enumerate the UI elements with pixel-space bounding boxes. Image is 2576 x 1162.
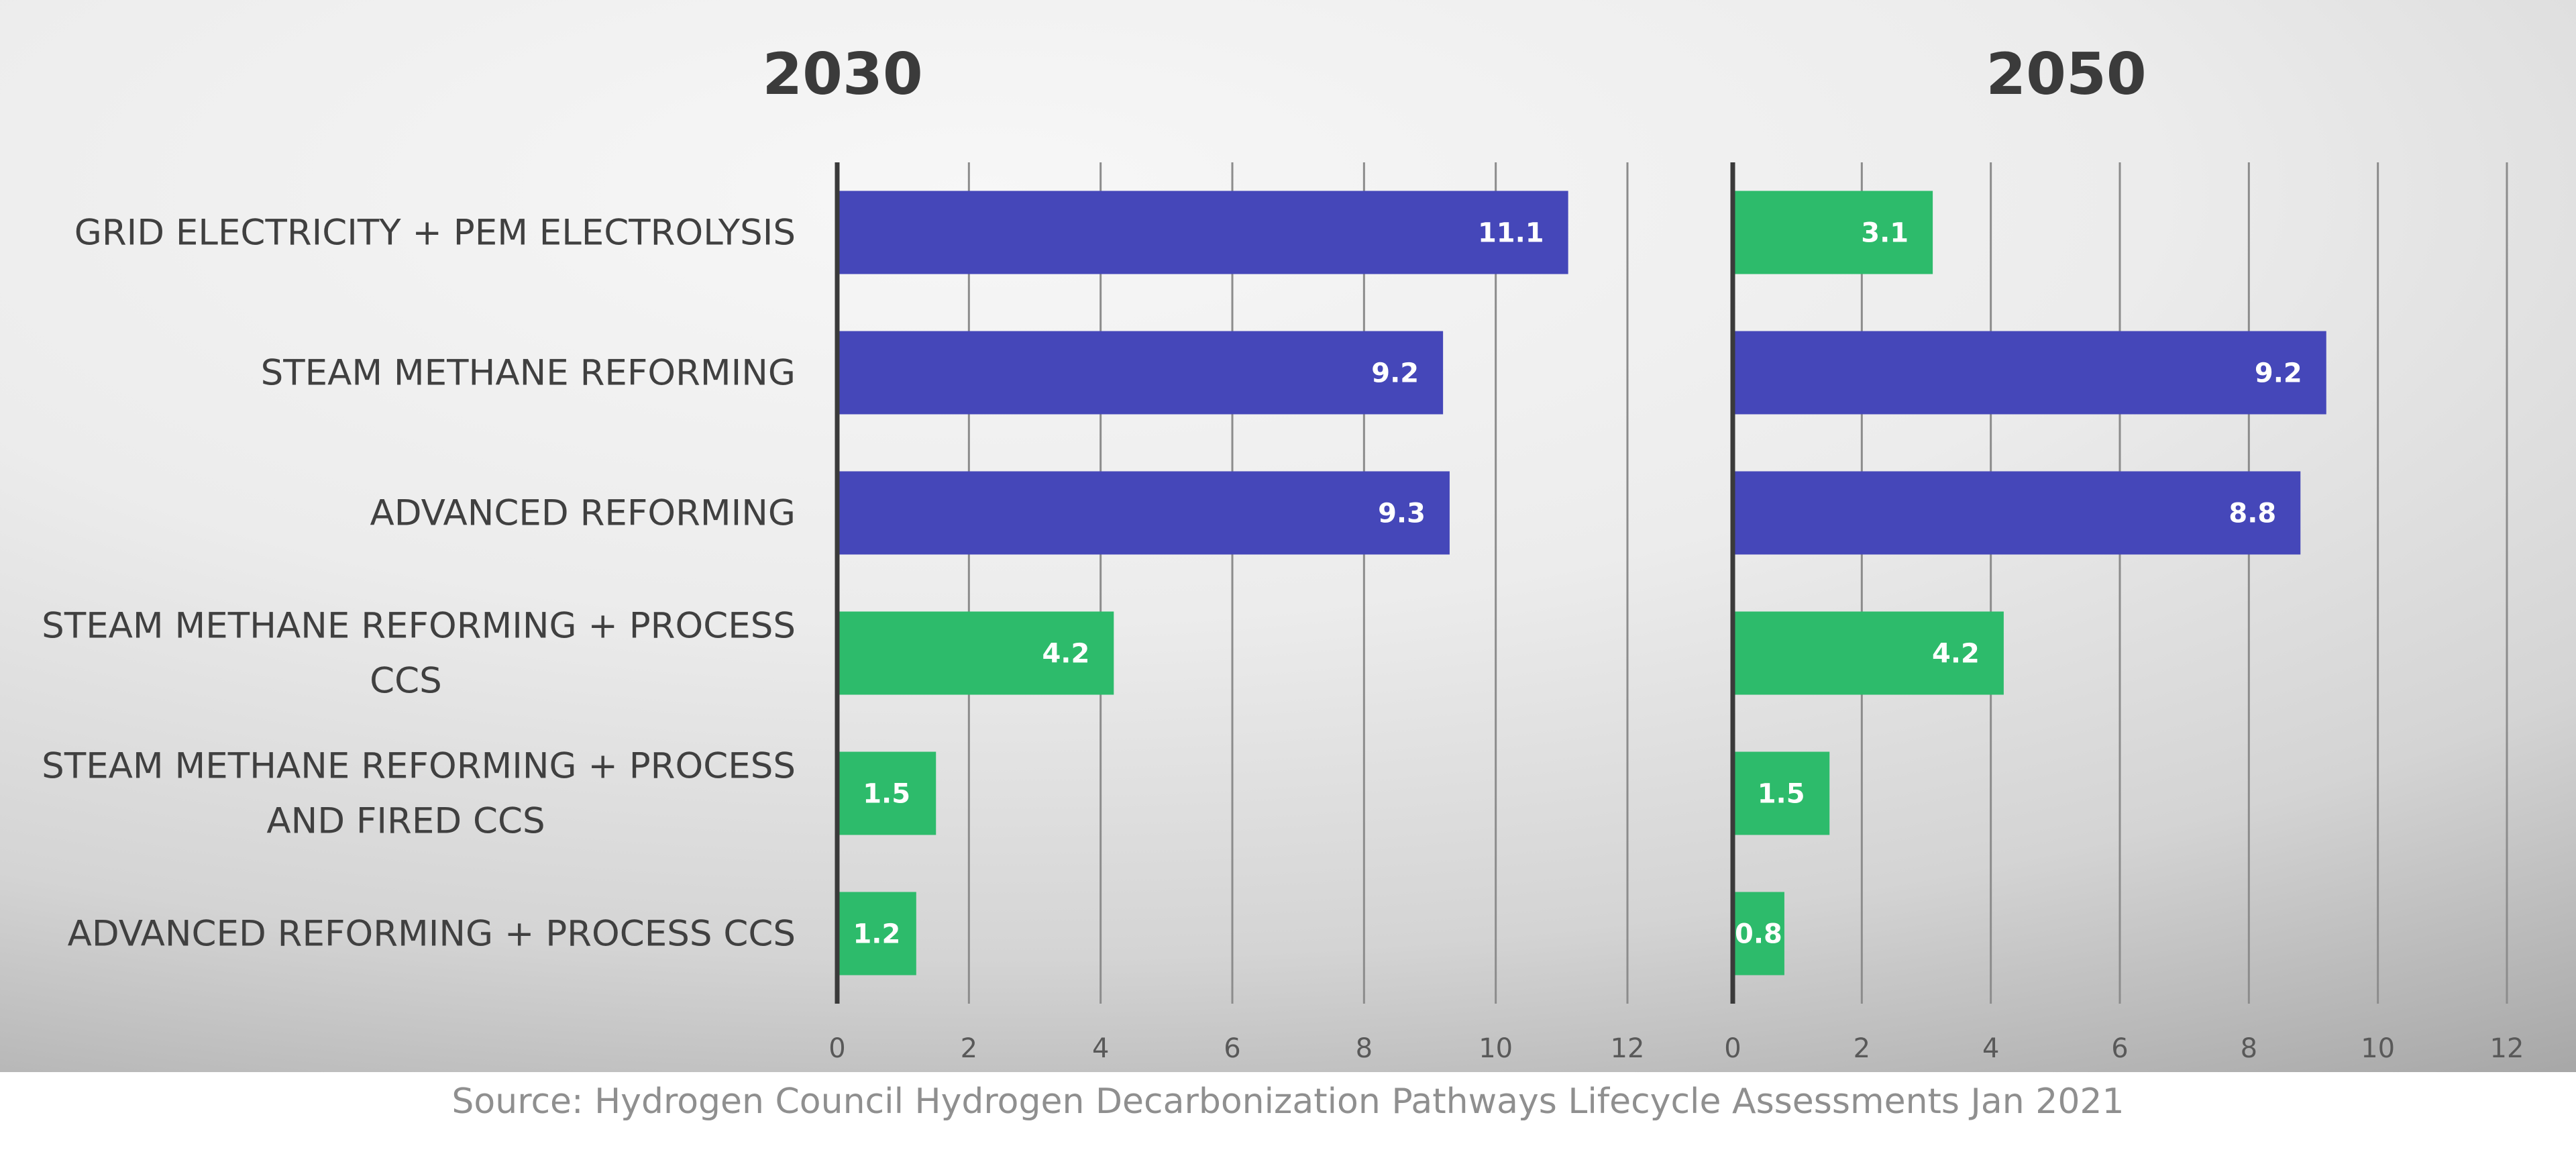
bar-value-label: 11.1 [1478,218,1544,249]
source-note: Source: Hydrogen Council Hydrogen Decarb… [451,1081,2125,1122]
bar-value-label: 0.8 [1735,919,1782,950]
x-tick-label: 12 [2490,1033,2524,1064]
x-tick-label: 10 [2361,1033,2395,1064]
category-label: AND FIRED CCS [266,801,545,842]
x-tick-label: 2 [961,1033,977,1064]
panel-title: 2050 [1986,41,2146,108]
x-tick-label: 4 [1982,1033,1999,1064]
x-tick-label: 0 [1724,1033,1741,1064]
bar [1733,611,2004,695]
panel-title: 2030 [762,41,922,108]
bar-value-label: 9.2 [1371,358,1419,389]
bar-value-label: 1.5 [863,779,910,810]
category-label: CCS [370,661,442,702]
bar-value-label: 9.3 [1378,498,1426,529]
bar [1733,892,1784,975]
x-tick-label: 0 [828,1033,845,1064]
chart-panel: GRID ELECTRICITY + PEM ELECTROLYSIS STEAM… [0,0,2576,1072]
category-label: ADVANCED REFORMING [370,493,796,534]
category-label: STEAM METHANE REFORMING [261,353,796,394]
bar-value-label: 8.8 [2229,498,2276,529]
bar-value-label: 1.5 [1758,779,1805,810]
bar [1733,751,1830,835]
bar-value-label: 1.2 [853,919,900,950]
bar-value-label: 4.2 [1042,639,1089,670]
bar [837,471,1450,555]
bar [837,892,916,975]
category-label: STEAM METHANE REFORMING + PROCESS [42,606,796,647]
x-tick-label: 6 [2111,1033,2128,1064]
x-tick-label: 10 [1479,1033,1513,1064]
x-tick-label: 12 [1611,1033,1645,1064]
category-label: STEAM METHANE REFORMING + PROCESS [42,746,796,787]
chart-svg: GRID ELECTRICITY + PEM ELECTROLYSIS STEAM… [42,41,2524,1064]
bar [1733,331,2326,415]
bar-value-label: 3.1 [1861,218,1909,249]
bar [837,611,1114,695]
bar [837,331,1444,415]
bar [837,751,936,835]
x-tick-label: 8 [2241,1033,2257,1064]
x-tick-label: 8 [1356,1033,1373,1064]
bar [837,191,1568,274]
bar [1733,471,2301,555]
bar-value-label: 4.2 [1932,639,1980,670]
bar-value-label: 9.2 [2255,358,2302,389]
category-label: ADVANCED REFORMING + PROCESS CCS [68,914,796,955]
bar [1733,191,1933,274]
x-tick-label: 2 [1854,1033,1870,1064]
x-tick-label: 6 [1224,1033,1240,1064]
category-label: GRID ELECTRICITY + PEM ELECTROLYSIS [74,213,796,254]
x-tick-label: 4 [1092,1033,1109,1064]
